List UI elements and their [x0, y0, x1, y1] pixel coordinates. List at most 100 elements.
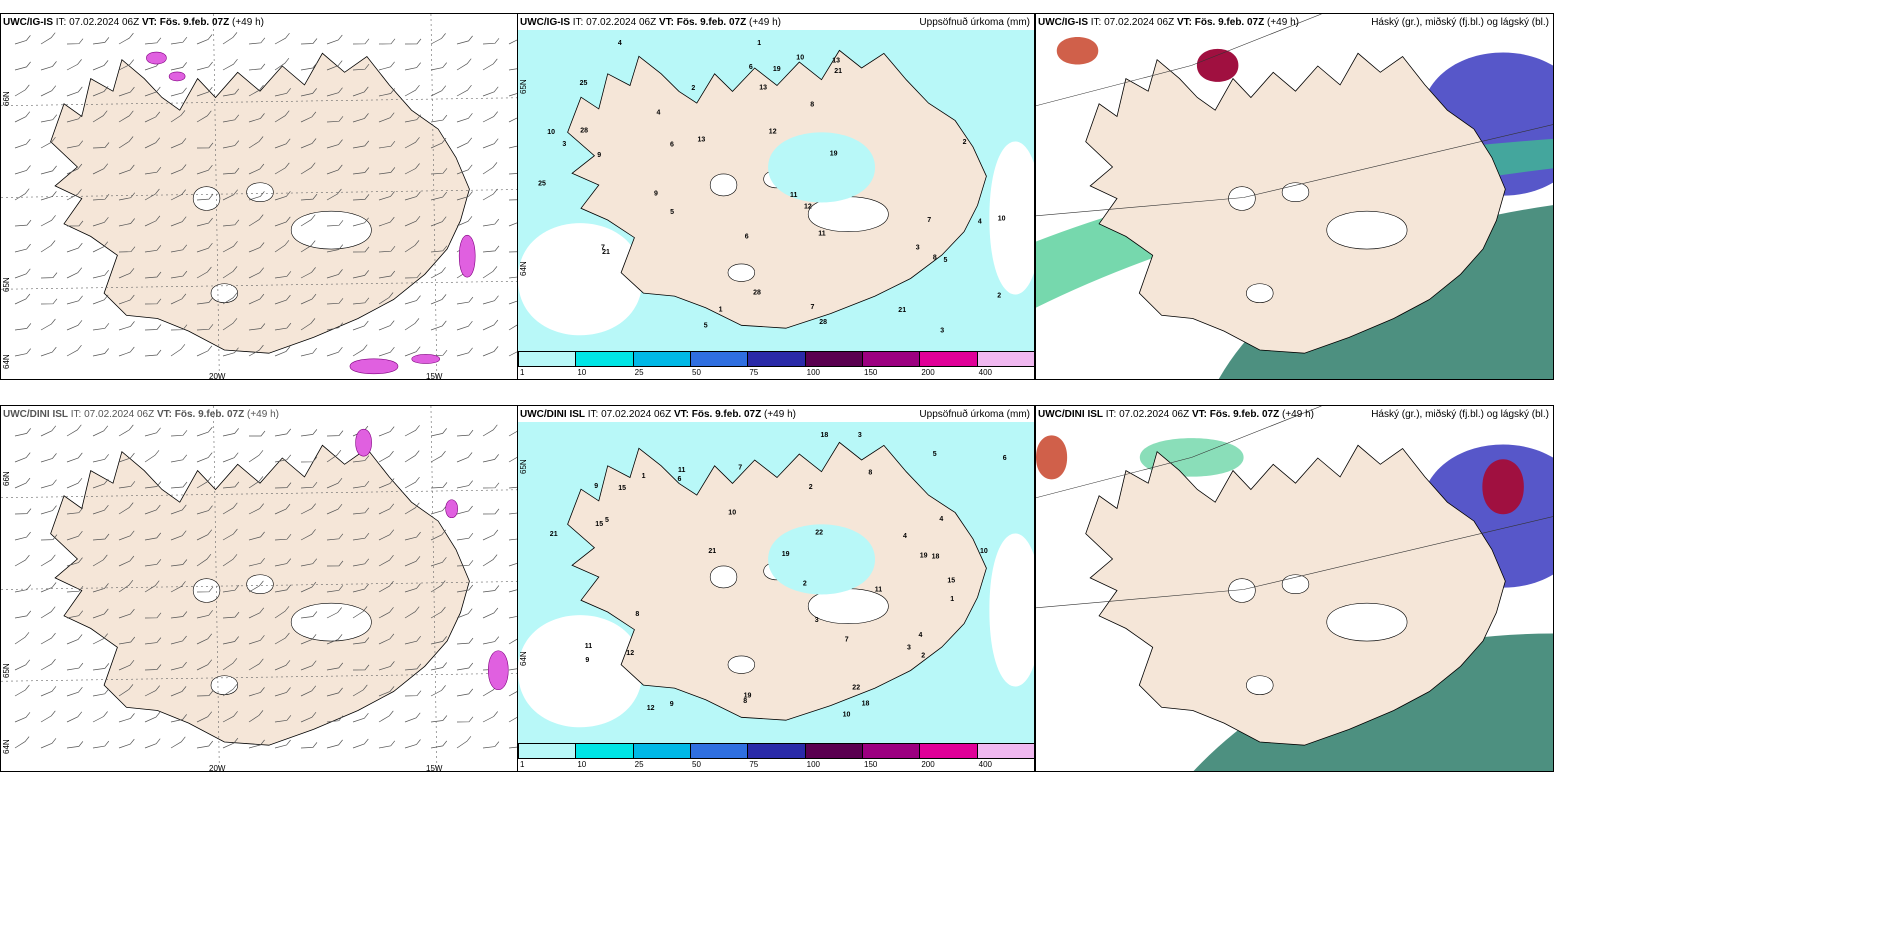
- wind-barb: [404, 502, 420, 515]
- wind-barb: [66, 530, 83, 541]
- wind-barb: [40, 215, 56, 227]
- precip-value: 21: [550, 531, 558, 538]
- wind-barb: [222, 219, 240, 227]
- wind-barb: [274, 606, 290, 619]
- wind-barb: [326, 503, 343, 515]
- wind-barb: [66, 662, 84, 671]
- wind-barb: [378, 38, 396, 45]
- wind-barb: [170, 530, 187, 541]
- wind-barb: [352, 194, 370, 201]
- wind-barb: [508, 716, 517, 723]
- wind-barb: [66, 344, 82, 357]
- snow-area: [355, 428, 372, 457]
- wind-barb: [378, 580, 394, 593]
- wind-barb: [222, 684, 238, 697]
- wind-barb: [300, 318, 316, 331]
- legend-swatch: [632, 351, 691, 367]
- glacier: [1228, 186, 1256, 211]
- wind-barb: [508, 68, 517, 71]
- wind-barb: [249, 430, 266, 437]
- wind-barb: [300, 293, 317, 305]
- lon-label: 15W: [426, 764, 443, 772]
- legend-tick: 400: [978, 368, 993, 377]
- wind-barb: [248, 214, 264, 227]
- wind-barb: [430, 557, 447, 567]
- wind-barb: [456, 480, 473, 489]
- precip-value: 9: [585, 657, 589, 664]
- wind-barb: [326, 322, 344, 331]
- wind-barb: [482, 482, 500, 489]
- wind-barb: [248, 84, 264, 97]
- wind-barb: [222, 266, 238, 279]
- wind-barb: [40, 298, 58, 305]
- precip-value: 11: [875, 587, 883, 594]
- lat-label: 66N: [2, 91, 11, 106]
- precip-value: 1: [719, 307, 723, 314]
- wind-barb: [248, 344, 264, 357]
- wind-barb: [144, 271, 162, 279]
- precip-value: 19: [773, 66, 781, 73]
- wind-barb: [274, 482, 292, 489]
- wind-barb: [274, 533, 292, 541]
- wind-barb: [352, 297, 370, 305]
- wind-barb: [40, 114, 58, 123]
- precip-value: 2: [997, 293, 1001, 300]
- precip-value: 11: [678, 467, 686, 474]
- wind-barb: [118, 530, 135, 541]
- wind-barb: [144, 166, 162, 175]
- wind-barb: [274, 660, 291, 671]
- wind-barb: [170, 62, 187, 71]
- wind-barb: [170, 454, 188, 463]
- precip-value: 10: [728, 510, 736, 517]
- wind-barb: [196, 324, 214, 331]
- legend-tick: 100: [806, 760, 821, 769]
- wind-barb: [118, 636, 136, 645]
- wind-barb: [326, 662, 344, 671]
- wind-barb: [14, 61, 31, 71]
- snow-area: [411, 354, 441, 364]
- wind-barb: [326, 449, 342, 463]
- wind-barb: [456, 84, 472, 97]
- precip-value: 5: [933, 451, 937, 458]
- wind-barb: [274, 503, 291, 515]
- wind-barb: [222, 58, 238, 71]
- wind-barb: [404, 318, 420, 331]
- legend-swatch: [747, 743, 806, 759]
- wind-barb: [482, 295, 499, 305]
- wind-barb: [430, 580, 446, 593]
- wind-barb: [170, 504, 187, 515]
- panel-subtitle: Uppsöfnuð úrkoma (mm): [919, 409, 1030, 420]
- wind-barb: [222, 502, 238, 515]
- wind-barb: [456, 347, 473, 357]
- wind-barb: [170, 736, 186, 749]
- wind-barb: [222, 611, 240, 619]
- wind-barb: [430, 33, 446, 45]
- wind-barb: [508, 589, 517, 593]
- low-cloud: [1196, 48, 1239, 82]
- wind-barb: [144, 685, 160, 697]
- precip-value: 19: [744, 692, 752, 699]
- wind-barb: [274, 687, 291, 697]
- wind-barb: [430, 606, 446, 619]
- wind-barb: [352, 63, 370, 71]
- wind-barb: [14, 35, 31, 45]
- precip-value: 22: [815, 530, 823, 537]
- legend-swatch: [804, 351, 863, 367]
- wind-barb: [482, 711, 498, 723]
- glacier: [1281, 182, 1310, 202]
- precip-value: 4: [657, 110, 661, 117]
- iceland-land: [567, 49, 987, 329]
- lat-label: 65N: [519, 79, 528, 94]
- wind-barb: [222, 292, 238, 305]
- wind-panel-top: UWC/IG-IS IT: 07.02.2024 06Z VT: Fös. 9.…: [0, 13, 518, 380]
- legend-tick: 50: [692, 760, 701, 769]
- wind-barb: [274, 346, 291, 357]
- wind-barb: [14, 659, 31, 671]
- precip-value: 2: [921, 652, 925, 659]
- precip-value: 28: [753, 290, 761, 297]
- legend-tick: 10: [577, 760, 587, 769]
- precip-value: 5: [944, 257, 948, 264]
- precip-panel-bottom: UWC/DINI ISL IT: 07.02.2024 06Z VT: Fös.…: [517, 405, 1035, 772]
- wind-barb: [144, 86, 161, 97]
- wind-barb: [430, 137, 447, 149]
